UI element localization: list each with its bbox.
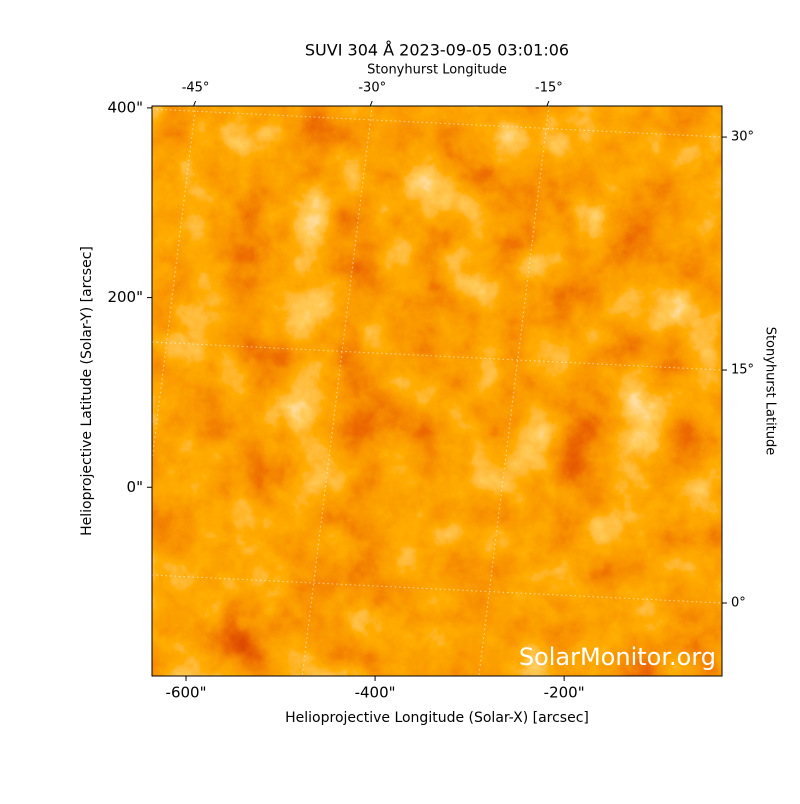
y-tick-label: 200" <box>107 288 143 306</box>
y-tick-label: 400" <box>107 98 143 116</box>
watermark: SolarMonitor.org <box>519 643 716 671</box>
latitude-grid-line <box>152 108 722 138</box>
y2-tick-label: 15° <box>731 363 754 378</box>
x2-tick-label: -15° <box>535 81 563 96</box>
x2-tick <box>193 100 197 107</box>
x-tick-label: -200" <box>544 684 585 702</box>
x-tick-label: -400" <box>355 684 396 702</box>
chart-title: SUVI 304 Å 2023-09-05 03:01:06 <box>305 41 569 60</box>
latitude-grid-line <box>152 574 722 604</box>
longitude-grid-line <box>152 106 197 465</box>
x2-axis-label: Stonyhurst Longitude <box>367 63 507 78</box>
y2-axis-label: Stonyhurst Latitude <box>763 327 778 456</box>
y-axis-label: Helioprojective Latitude (Solar-Y) [arcs… <box>79 246 95 536</box>
y2-tick-label: 0° <box>731 596 746 611</box>
x-axis-label: Helioprojective Longitude (Solar-X) [arc… <box>285 710 589 726</box>
longitude-grid-line <box>301 106 373 676</box>
x2-tick <box>546 100 550 107</box>
plot-frame <box>151 105 723 677</box>
solar-image <box>152 106 722 676</box>
x2-tick-label: -30° <box>358 81 386 96</box>
y2-tick-label: 30° <box>731 130 754 145</box>
latitude-grid-line <box>152 341 722 371</box>
x-tick-label: -600" <box>166 684 207 702</box>
y-tick-label: 0" <box>127 478 143 496</box>
x2-tick-label: -45° <box>182 81 210 96</box>
grid <box>152 106 722 676</box>
x2-tick <box>369 100 373 107</box>
longitude-grid-line <box>478 106 550 676</box>
